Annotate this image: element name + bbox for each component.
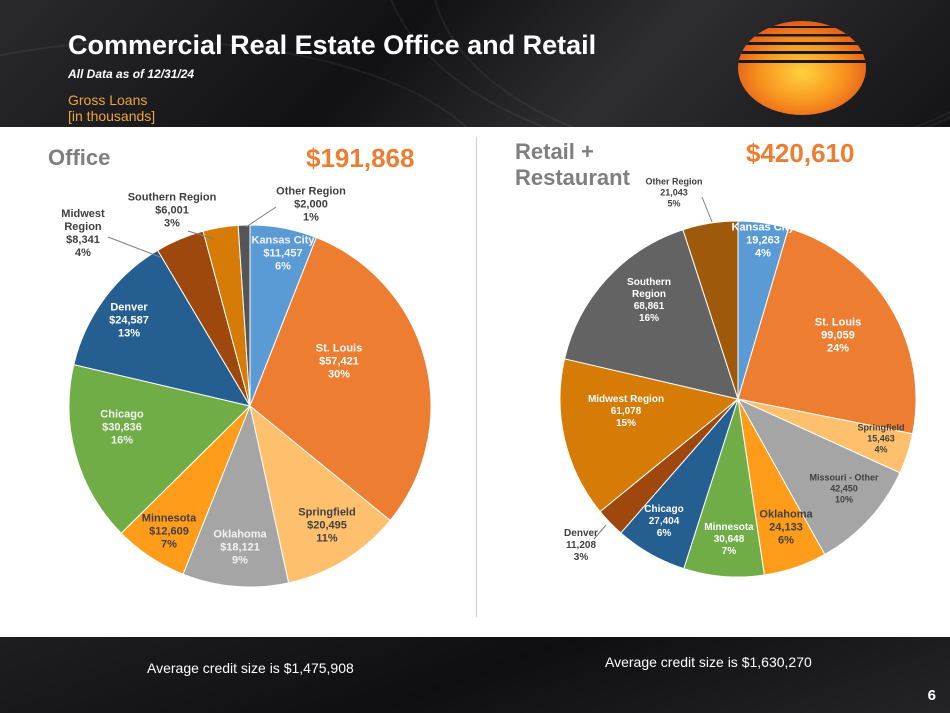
sun-logo-icon	[738, 21, 866, 115]
leader-line-midwest-region	[107, 236, 161, 258]
units-line-1: Gross Loans	[68, 92, 148, 108]
slice-label-springfield: Springfield $20,495 11%	[298, 507, 355, 545]
retail-section-label: Retail + Restaurant	[515, 139, 630, 191]
slice-label-denver: Denver $24,587 13%	[109, 302, 149, 340]
pie-slice-chicago	[68, 364, 251, 534]
office-pie-chart: Kansas City $11,457 6% St. Louis $57,421 30% S…	[61, 186, 432, 588]
retail-pie-chart: Kansas City 19,263 4% St. Louis 99,059 24% Spr…	[559, 177, 917, 578]
slice-label-chicago: Chicago $30,836 16%	[100, 409, 144, 447]
slice-label-other-region: Other Region $2,000 1%	[276, 186, 346, 224]
retail-average-credit: Average credit size is $1,630,270	[605, 654, 812, 670]
retail-label-line-2: Restaurant	[515, 165, 630, 190]
header-banner: Commercial Real Estate Office and Retail…	[0, 0, 950, 127]
retail-label-line-1: Retail +	[515, 139, 594, 164]
pie-slice-st-louis	[737, 227, 917, 435]
page-subtitle: All Data as of 12/31/24	[68, 67, 195, 81]
slice-label-southern-region: Southern Region 68,861 16%	[627, 277, 671, 324]
slice-label-midwest-region: Midwest Region $8,341 4%	[61, 208, 105, 259]
leader-line-other-region	[245, 206, 277, 228]
leader-line-denver	[593, 524, 607, 540]
pie-slices	[68, 224, 432, 588]
slice-label-kansas-city: Kansas City 19,263 4%	[732, 222, 796, 260]
pie-slices	[559, 220, 917, 578]
units-line-2: [in thousands]	[68, 108, 156, 124]
pie-slice-southern-region	[563, 229, 739, 400]
panel-divider	[476, 137, 477, 617]
office-total: $191,868	[306, 143, 415, 173]
leader-line-other-region	[701, 196, 713, 223]
retail-total: $420,610	[746, 138, 855, 168]
pie-slice-st-louis	[249, 236, 432, 522]
slice-label-minnesota: Minnesota $12,609 7%	[142, 513, 197, 551]
pie-slice-missouri-other	[736, 397, 901, 556]
slice-label-chicago: Chicago 27,404 6%	[644, 504, 683, 539]
pie-slice-other-region	[237, 224, 251, 407]
slice-label-springfield: Springfield 15,463 4%	[858, 423, 905, 455]
pie-slice-springfield	[249, 404, 391, 584]
units-note: Gross Loans [in thousands]	[68, 92, 155, 124]
slice-label-southern-region: Southern Region $6,001 3%	[128, 192, 217, 230]
slice-label-st-louis: St. Louis 99,059 24%	[815, 317, 861, 355]
office-section-label: Office	[48, 145, 111, 170]
slice-label-st-louis: St. Louis $57,421 30%	[316, 343, 362, 381]
charts-panel: Office $191,868 Retail + Restaurant $420…	[0, 127, 950, 637]
slice-label-missouri-other: Missouri - Other 42,450 10%	[809, 473, 879, 505]
pie-slice-denver	[73, 249, 252, 407]
slice-label-denver: Denver 11,208 3%	[564, 528, 598, 563]
slice-label-midwest-region: Midwest Region 61,078 15%	[588, 394, 664, 429]
footer-band: Average credit size is $1,475,908 Averag…	[0, 637, 950, 713]
office-average-credit: Average credit size is $1,475,908	[147, 660, 354, 676]
slice-label-other-region: Other Region 21,043 5%	[645, 177, 702, 209]
pie-slice-midwest-region	[559, 358, 740, 513]
page-number: 6	[927, 687, 936, 704]
pie-slice-other-region	[682, 220, 739, 400]
slice-label-oklahoma: Oklahoma $18,121 9%	[213, 529, 267, 567]
page-title: Commercial Real Estate Office and Retail	[68, 30, 597, 60]
slice-label-oklahoma: Oklahoma 24,133 6%	[759, 509, 813, 547]
pie-slice-oklahoma	[182, 404, 290, 588]
slice-label-minnesota: Minnesota 30,648 7%	[704, 522, 754, 557]
slice-label-kansas-city: Kansas City $11,457 6%	[252, 235, 316, 273]
leader-line-southern-region	[187, 230, 215, 240]
